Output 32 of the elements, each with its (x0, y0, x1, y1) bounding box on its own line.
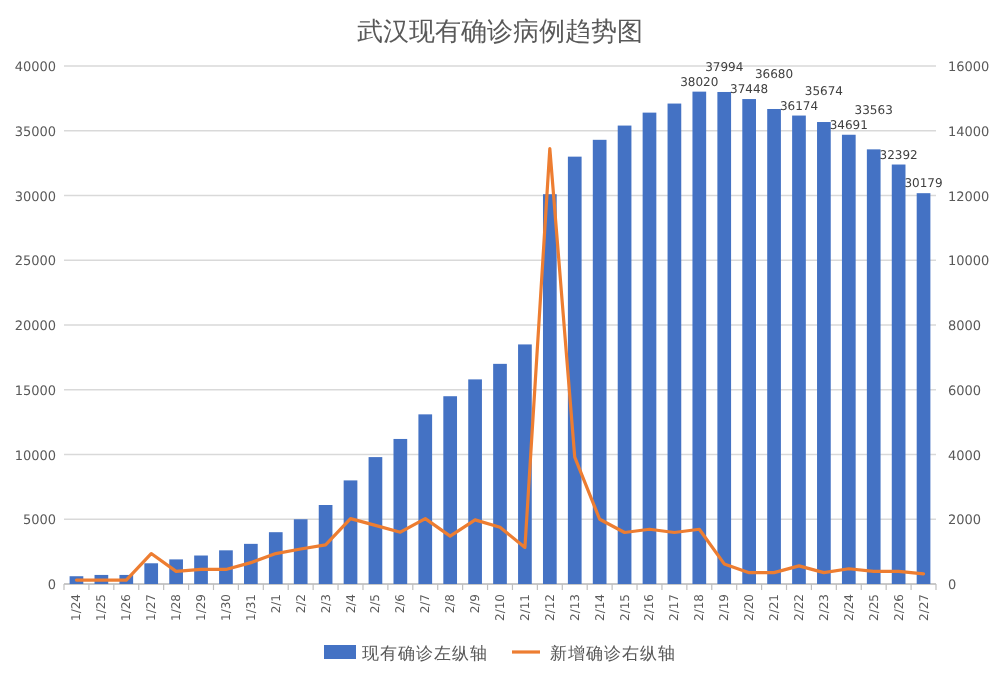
bar (368, 457, 383, 584)
bar (891, 164, 906, 584)
bar (592, 139, 607, 584)
bar (318, 505, 333, 584)
bar (343, 480, 358, 584)
chart-title: 武汉现有确诊病例趋势图 (357, 18, 643, 48)
bar (443, 396, 458, 584)
bar (418, 414, 433, 584)
bar (692, 91, 707, 584)
bar (667, 103, 682, 584)
bar (717, 91, 732, 584)
bar (493, 363, 507, 584)
bar (916, 193, 931, 584)
bar (792, 115, 806, 584)
bar (617, 125, 632, 584)
bar (219, 550, 233, 584)
bar (144, 563, 159, 584)
bar (468, 379, 482, 584)
legend-label: 新增确诊右纵轴 (550, 643, 676, 665)
bar (742, 99, 756, 584)
bar (866, 149, 881, 584)
bar (293, 519, 308, 584)
bar (542, 194, 557, 584)
bar (817, 122, 831, 584)
bar (393, 438, 408, 584)
bar (841, 134, 856, 584)
bar (642, 112, 657, 584)
legend-label: 现有确诊左纵轴 (362, 643, 488, 665)
bar (567, 156, 582, 584)
bar (268, 532, 283, 584)
bar (244, 543, 258, 584)
bar (767, 108, 781, 584)
